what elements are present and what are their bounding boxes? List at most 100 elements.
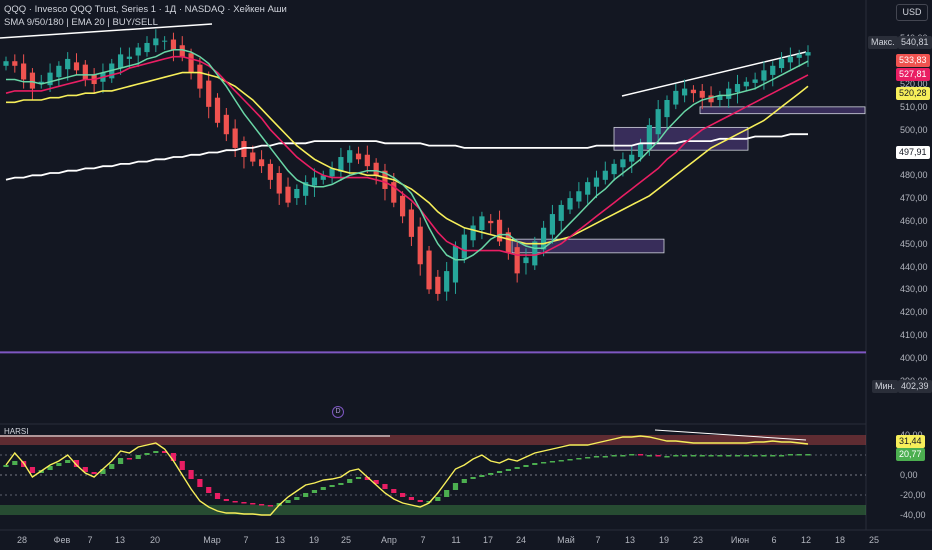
time-tick-label: 25 [868, 535, 880, 545]
candle-body [673, 90, 679, 105]
time-tick-label: 7 [595, 535, 601, 545]
candle-body [56, 65, 62, 78]
harsi-candle [338, 483, 344, 485]
harsi-candle [188, 470, 194, 479]
harsi-divergence-line [654, 429, 807, 441]
trend-line-top [0, 23, 213, 39]
candle-body [329, 168, 335, 177]
harsi-candle [73, 460, 80, 467]
candle-body [805, 52, 811, 56]
trend-line-channel [621, 51, 807, 97]
harsi-candle [541, 462, 547, 464]
harsi-candle [47, 466, 53, 470]
harsi-candle [100, 469, 106, 474]
candle-body [444, 271, 450, 292]
time-tick-label: Фев [53, 535, 71, 545]
chart-title: QQQ · Invesco QQQ Trust, Series 1 · 1Д ·… [4, 4, 287, 15]
harsi-candle [382, 484, 388, 489]
candle-body [214, 97, 221, 123]
candle-body [532, 241, 538, 266]
dividend-marker-icon[interactable]: D [332, 406, 344, 418]
candle-body [488, 220, 494, 224]
harsi-candle [593, 456, 600, 458]
time-tick-label: 7 [420, 535, 426, 545]
harsi-candle [576, 458, 582, 460]
candle-body [303, 182, 309, 196]
time-tick-label: 19 [658, 535, 670, 545]
harsi-candle [347, 479, 353, 483]
harsi-candle [267, 505, 273, 507]
candle-body [38, 81, 44, 85]
currency-selector[interactable]: USD [896, 4, 928, 21]
candle-body [347, 150, 353, 163]
candle-body [294, 188, 300, 199]
harsi-candle [699, 455, 705, 457]
candle-body [629, 154, 635, 162]
candle-body [364, 154, 370, 167]
min-price-tag: 402,39 [898, 380, 932, 393]
harsi-candle [109, 464, 115, 469]
candle-body [285, 186, 291, 203]
candle-body [523, 257, 529, 264]
sma180-line [5, 133, 808, 181]
harsi-candle [391, 489, 397, 493]
harsi-candle [717, 455, 723, 457]
candle-body [567, 198, 573, 210]
candle-body [602, 170, 608, 180]
candle-body [250, 152, 256, 162]
candle-body [646, 125, 652, 150]
harsi-candle [523, 465, 529, 467]
harsi-candle [399, 493, 406, 497]
harsi-candle [505, 469, 511, 471]
candle-body [778, 58, 785, 69]
harsi-candle [602, 456, 608, 458]
harsi-candle [303, 493, 309, 497]
oversold-band [0, 505, 866, 515]
candle-body [232, 128, 238, 148]
candle-body [682, 88, 688, 96]
harsi-candle [708, 455, 714, 457]
candle-body [355, 153, 362, 160]
indicator-legend[interactable]: SMA 9/50/180 | EMA 20 | BUY/SELL [4, 17, 158, 28]
candle-body [496, 219, 503, 242]
candle-body [65, 58, 71, 70]
price-tick-label: 430,00 [900, 284, 928, 295]
harsi-candle [417, 500, 423, 502]
candle-body [153, 38, 159, 46]
max-label: Макс. [868, 36, 898, 49]
harsi-candle [620, 455, 626, 457]
harsi-candle [558, 460, 564, 462]
harsi-candle [197, 479, 203, 487]
time-tick-label: 23 [692, 535, 704, 545]
candle-body [435, 276, 441, 294]
harsi-candle [206, 487, 212, 493]
harsi-candle [673, 455, 679, 457]
oscillator-label[interactable]: HARSI [4, 427, 29, 436]
harsi-candle [3, 465, 9, 467]
harsi-candle [435, 497, 441, 501]
candle-body [461, 234, 467, 259]
candle-body [452, 246, 459, 283]
time-tick-label: 25 [340, 535, 352, 545]
time-tick-label: Мар [203, 535, 221, 545]
harsi-candle [488, 473, 494, 475]
candle-body [258, 159, 265, 167]
time-tick-label: 13 [114, 535, 126, 545]
candle-body [761, 70, 767, 81]
ema20-line [5, 55, 809, 256]
candle-body [144, 42, 150, 53]
candle-body [558, 204, 564, 221]
harsi-candle [496, 471, 503, 473]
harsi-candle [117, 458, 124, 464]
harsi-candle [770, 455, 776, 457]
candle-body [787, 56, 793, 63]
candle-body [417, 226, 423, 265]
candle-body [117, 54, 124, 69]
price-tick-label: 420,00 [900, 307, 928, 318]
harsi-candle [426, 501, 432, 503]
candle-body [699, 90, 705, 98]
candle-body [276, 173, 282, 194]
harsi-candle [285, 500, 291, 503]
harsi-candle [761, 455, 767, 457]
